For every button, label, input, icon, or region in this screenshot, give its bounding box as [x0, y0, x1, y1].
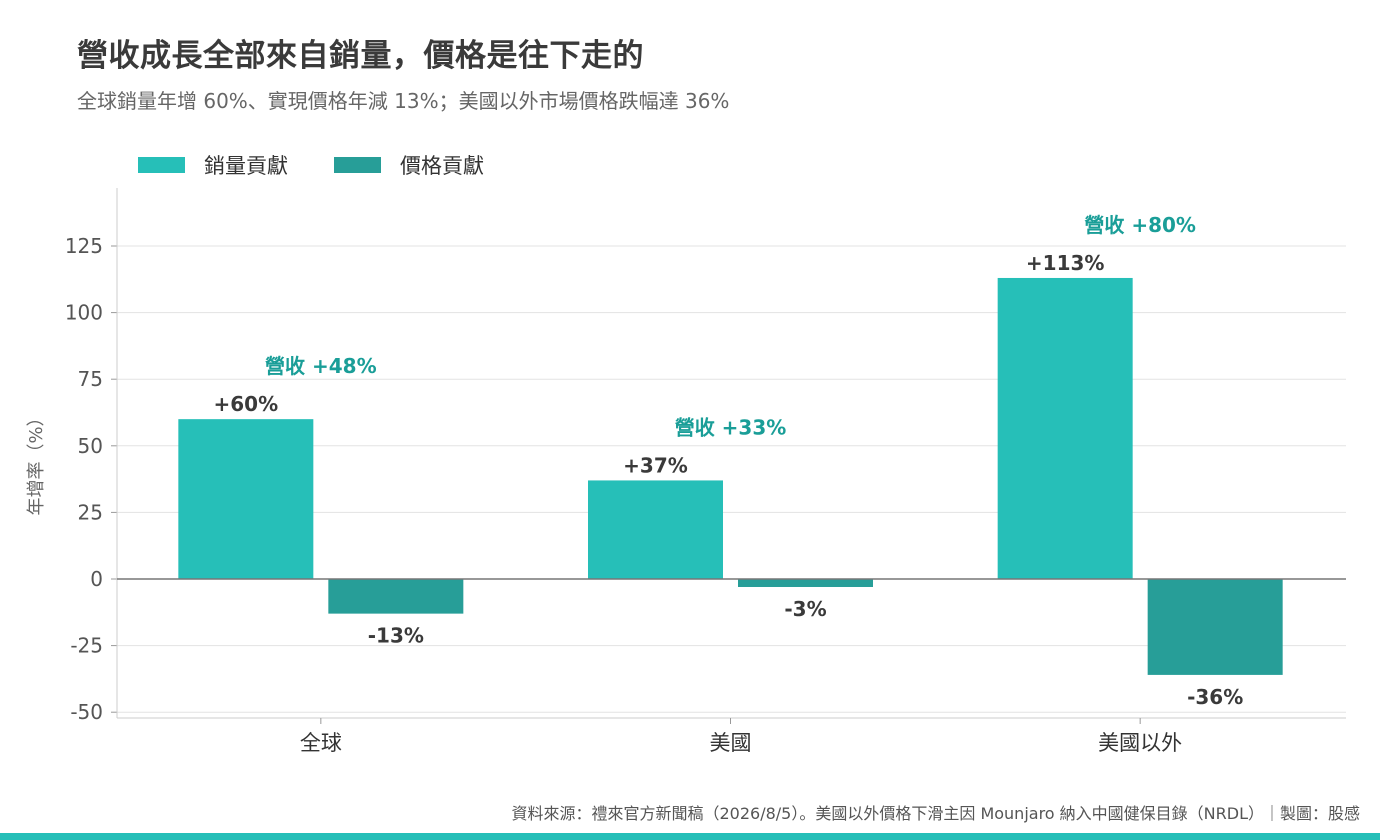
data-label: +113% — [1026, 251, 1105, 275]
y-tick-label: 75 — [78, 367, 103, 391]
y-tick-label: -25 — [70, 634, 103, 658]
data-label: -36% — [1187, 685, 1243, 709]
data-label: +37% — [623, 453, 688, 477]
y-tick-label: 50 — [78, 434, 103, 458]
bar-price — [738, 579, 873, 587]
bar-volume — [588, 480, 723, 579]
legend: 銷量貢獻 價格貢獻 — [138, 150, 530, 180]
legend-item-price: 價格貢獻 — [334, 150, 484, 180]
x-tick-label: 美國 — [710, 731, 752, 755]
y-tick-label: 125 — [65, 234, 103, 258]
revenue-annotation: 營收 +48% — [265, 354, 377, 378]
legend-item-volume: 銷量貢獻 — [138, 150, 288, 180]
y-tick-label: 100 — [65, 301, 103, 325]
legend-swatch-price — [334, 157, 381, 173]
y-tick-label: -50 — [70, 700, 103, 724]
source-note: 資料來源：禮來官方新聞稿（2026/8/5）。美國以外價格下滑主因 Mounja… — [511, 804, 1361, 823]
revenue-annotation: 營收 +33% — [675, 415, 787, 439]
data-label: +60% — [214, 392, 279, 416]
bar-volume — [997, 277, 1133, 579]
x-tick-label: 全球 — [300, 731, 342, 755]
revenue-annotation: 營收 +80% — [1084, 213, 1196, 237]
y-tick-label: 0 — [90, 567, 103, 591]
bar-volume — [178, 419, 314, 579]
legend-swatch-volume — [138, 157, 185, 173]
x-tick-label: 美國以外 — [1098, 731, 1182, 755]
bar-price — [328, 579, 464, 614]
bar-price — [1147, 579, 1283, 675]
legend-label-price: 價格貢獻 — [400, 154, 484, 178]
bottom-accent-bar — [0, 833, 1380, 840]
y-tick-label: 25 — [78, 500, 103, 524]
data-label: -13% — [368, 624, 424, 648]
legend-label-volume: 銷量貢獻 — [204, 154, 288, 178]
data-label: -3% — [784, 597, 826, 621]
chart-subtitle: 全球銷量年增 60%、實現價格年減 13%；美國以外市場價格跌幅達 36% — [77, 89, 730, 113]
chart-title: 營收成長全部來自銷量，價格是往下走的 — [77, 38, 644, 74]
